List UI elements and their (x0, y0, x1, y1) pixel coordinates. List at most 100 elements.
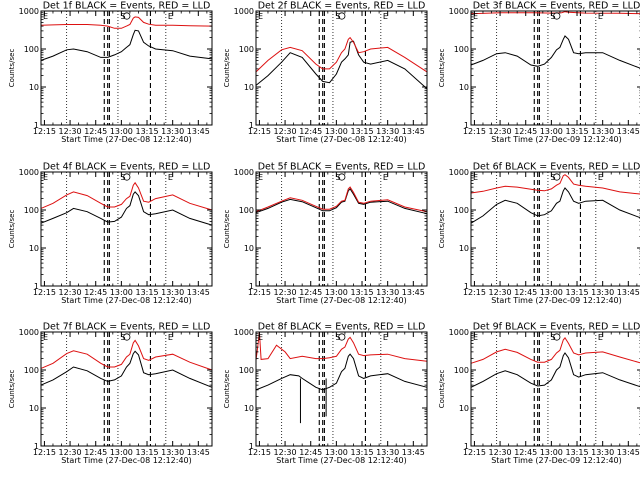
marker-e-left: E (473, 333, 478, 342)
x-tick-label: 13:00 (110, 288, 133, 297)
x-tick-label: 12:45 (299, 127, 322, 136)
marker-s: S (551, 12, 556, 21)
plot-frame (255, 331, 428, 447)
x-tick-label: 12:30 (59, 288, 82, 297)
x-tick-label: 12:45 (514, 127, 537, 136)
x-tick-label: 12:15 (463, 127, 486, 136)
x-tick-label: 13:45 (617, 448, 640, 457)
x-tick-label: 13:30 (591, 448, 614, 457)
y-tick-label: 10 (244, 83, 254, 92)
x-tick-label: 13:30 (161, 448, 184, 457)
series-line-events (255, 353, 428, 391)
x-tick-label: 13:45 (187, 127, 210, 136)
marker-circle (338, 173, 346, 181)
x-tick-label: 13:00 (325, 288, 348, 297)
x-tick-label: 13:30 (591, 288, 614, 297)
plot-frame (255, 10, 428, 126)
y-tick-label: 100 (239, 45, 254, 54)
y-tick-label: 1000 (19, 7, 39, 16)
marker-e-left: E (43, 333, 48, 342)
series-line-lld (40, 16, 213, 29)
x-axis-label: Start Time (27-Dec-08 12:12:40) (276, 135, 407, 144)
x-tick-label: 13:15 (565, 288, 588, 297)
chart-title: Det 8f BLACK = Events, RED = LLD (258, 322, 426, 333)
x-tick-label: 13:00 (325, 448, 348, 457)
x-axis-label: Start Time (27-Dec-08 12:12:40) (61, 456, 192, 465)
x-axis-label: Start Time (27-Dec-08 12:12:40) (61, 296, 192, 305)
x-tick-label: 13:45 (187, 288, 210, 297)
series-line-lld (40, 181, 213, 211)
x-tick-label: 12:45 (299, 288, 322, 297)
marker-e-left: E (43, 12, 48, 21)
series-line-lld (255, 186, 428, 213)
series-line-events (470, 352, 640, 388)
y-tick-label: 1 (34, 121, 39, 130)
x-tick-label: 13:00 (540, 288, 563, 297)
x-tick-label: 13:30 (376, 127, 399, 136)
y-axis-label: Counts/sec (438, 210, 446, 249)
marker-s: S (336, 12, 341, 21)
marker-circle (338, 333, 346, 341)
y-axis-label: Counts/sec (223, 210, 231, 249)
x-tick-label: 13:00 (325, 127, 348, 136)
x-axis-label: Start Time (27-Dec-08 12:12:40) (276, 456, 407, 465)
y-axis-label: Counts/sec (223, 370, 231, 409)
x-tick-label: 12:30 (274, 288, 297, 297)
x-tick-label: 13:15 (135, 127, 158, 136)
chart-title: Det 9f BLACK = Events, RED = LLD (473, 322, 640, 333)
x-axis-label: Start Time (27-Dec-08 12:12:40) (61, 135, 192, 144)
marker-e-right: E (168, 12, 173, 21)
x-tick-label: 12:30 (489, 448, 512, 457)
y-axis-label: Counts/sec (438, 49, 446, 88)
y-axis-label: Counts/sec (8, 49, 16, 88)
y-tick-label: 1000 (449, 168, 469, 177)
series-line-events (255, 40, 428, 90)
x-axis-label: Start Time (27-Dec-09 12:12:40) (491, 135, 622, 144)
x-tick-label: 12:30 (59, 127, 82, 136)
chart-title: Det 3f BLACK = Events, RED = LLD (473, 1, 640, 12)
x-tick-label: 13:45 (402, 448, 425, 457)
y-tick-label: 1 (249, 442, 254, 451)
y-tick-label: 10 (459, 244, 469, 253)
y-tick-label: 100 (24, 366, 39, 375)
marker-s: S (121, 173, 126, 182)
x-tick-label: 12:15 (33, 127, 56, 136)
chart-title: Det 6f BLACK = Events, RED = LLD (473, 162, 640, 173)
y-tick-label: 100 (454, 45, 469, 54)
marker-s: S (336, 173, 341, 182)
chart-title: Det 2f BLACK = Events, RED = LLD (258, 1, 426, 12)
series-line-events (470, 187, 640, 224)
y-tick-label: 1000 (449, 7, 469, 16)
y-tick-label: 1000 (449, 328, 469, 337)
marker-circle (553, 12, 561, 20)
x-tick-label: 12:30 (274, 127, 297, 136)
marker-e-right: E (168, 333, 173, 342)
x-tick-label: 12:30 (489, 127, 512, 136)
x-tick-label: 13:45 (617, 127, 640, 136)
x-tick-label: 13:15 (350, 288, 373, 297)
x-tick-label: 13:00 (540, 448, 563, 457)
x-axis-label: Start Time (27-Dec-08 12:12:40) (276, 296, 407, 305)
marker-circle (553, 173, 561, 181)
x-tick-label: 13:45 (402, 288, 425, 297)
x-tick-label: 13:15 (565, 127, 588, 136)
x-tick-label: 13:15 (135, 448, 158, 457)
x-axis-label: Start Time (27-Dec-09 12:12:40) (491, 296, 622, 305)
series-line-lld (255, 331, 428, 362)
marker-e-right: E (168, 173, 173, 182)
marker-e-left: E (258, 12, 263, 21)
marker-e-right: E (598, 333, 603, 342)
x-tick-label: 13:15 (135, 288, 158, 297)
plot-frame (470, 171, 640, 287)
y-axis-label: Counts/sec (438, 370, 446, 409)
x-tick-label: 12:15 (248, 127, 271, 136)
series-line-events (470, 35, 640, 69)
x-tick-label: 13:45 (617, 288, 640, 297)
marker-circle (338, 12, 346, 20)
x-tick-label: 12:15 (33, 448, 56, 457)
